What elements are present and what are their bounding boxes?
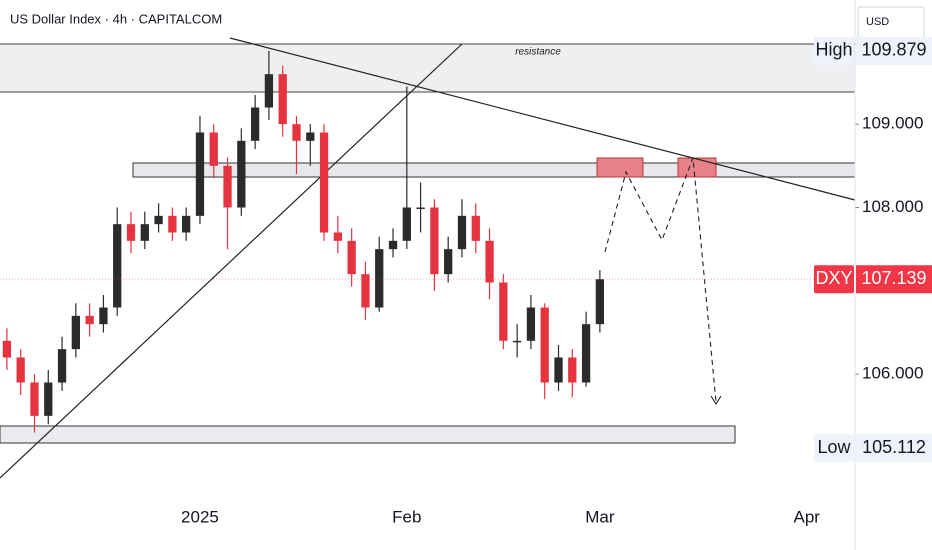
candle-body [140, 224, 149, 241]
candle-body [85, 315, 94, 325]
candle-body [16, 357, 25, 383]
candle-body [540, 307, 549, 383]
candle-body [195, 132, 205, 216]
candle-body [113, 224, 122, 308]
candle-body [581, 324, 591, 383]
target-box [677, 157, 717, 178]
y-tick-label: 108.000 [862, 197, 923, 216]
candle-body [513, 340, 522, 343]
candle-body [402, 207, 411, 241]
x-tick-label: 2025 [181, 507, 219, 526]
candle-body [57, 349, 67, 383]
candle-body [388, 240, 398, 250]
candle-body [292, 124, 301, 141]
y-tick-label: 109.000 [862, 114, 923, 133]
candle-body [568, 357, 577, 383]
x-tick-label: Feb [392, 507, 421, 526]
candle-body [306, 132, 315, 141]
projection-path [604, 157, 717, 403]
high-value-box [856, 36, 932, 65]
projection-arrow [710, 395, 722, 406]
last-value-box [856, 265, 932, 294]
candle-body [44, 382, 53, 416]
y-tick-label: 106.000 [862, 364, 923, 383]
candle-body [554, 357, 563, 383]
candle-body [457, 215, 467, 250]
last-label-box [814, 265, 854, 294]
candle-body [499, 282, 508, 341]
low-label: Low [817, 437, 851, 457]
candle-body [375, 249, 384, 308]
candle-body [333, 232, 342, 241]
candle-body [71, 315, 80, 350]
target-box [596, 157, 644, 178]
demand-zone [0, 425, 736, 444]
trendline [0, 43, 463, 479]
candle-body [168, 215, 177, 233]
low-label-box [814, 434, 854, 463]
candle-body [99, 307, 108, 325]
candle-body [595, 279, 605, 325]
annotation: resistance [515, 47, 561, 58]
candle-body [126, 224, 136, 241]
candle-body [319, 132, 329, 233]
high-value: 109.879 [861, 40, 926, 60]
candle-body [264, 74, 274, 108]
trendline [229, 37, 856, 201]
candle-body [278, 74, 287, 125]
candle-body [471, 215, 480, 241]
low-value: 105.112 [862, 437, 926, 457]
candle-body [430, 207, 439, 275]
currency-label: USD [866, 16, 889, 28]
candle-body [209, 132, 218, 166]
candle-body [444, 249, 453, 275]
candle-body [347, 240, 356, 275]
candle-body [485, 240, 494, 283]
candle-body [182, 215, 191, 233]
candle-body [2, 340, 12, 358]
last-label: DXY [815, 268, 852, 288]
chart-title: US Dollar Index · 4h · CAPITALCOM [10, 11, 222, 26]
candle-body [526, 307, 536, 341]
candle-body [237, 140, 246, 208]
high-label-box [814, 36, 854, 65]
last-value: 107.139 [861, 268, 926, 288]
candle-body [223, 165, 232, 208]
candle-body [361, 274, 370, 308]
high-label: High [815, 40, 852, 60]
x-tick-label: Apr [793, 507, 820, 526]
candle-body [416, 207, 425, 209]
plot [2, 50, 605, 433]
x-tick-label: Mar [585, 507, 615, 526]
resistance-band [0, 44, 855, 92]
candle-body [154, 215, 163, 225]
candle-body [30, 382, 39, 416]
candle-body [250, 107, 260, 141]
low-value-box [856, 434, 932, 463]
